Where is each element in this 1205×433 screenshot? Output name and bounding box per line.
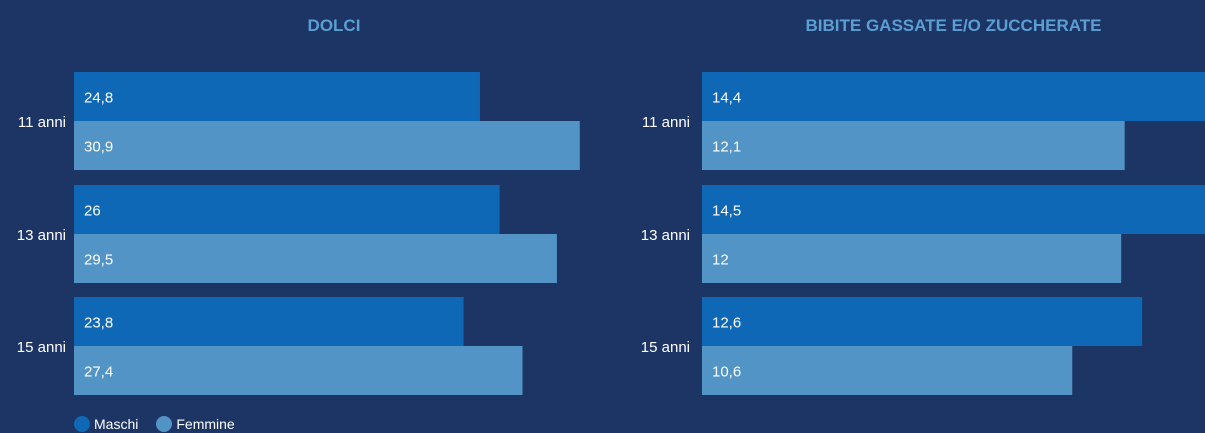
bar-maschi: [74, 297, 464, 346]
bar-maschi: [702, 297, 1143, 346]
bar-femmine: [702, 121, 1125, 170]
data-label: 10,6: [712, 364, 741, 381]
data-label: 12,1: [712, 139, 741, 156]
data-label: 12,6: [712, 315, 741, 332]
category-label: 11 anni: [18, 114, 66, 131]
data-label: 12: [712, 252, 729, 269]
category-label: 15 anni: [17, 339, 66, 356]
bar-femmine: [74, 234, 557, 283]
chart-title-dolci: DOLCI: [307, 16, 361, 35]
legend-swatch-maschi: [74, 416, 90, 432]
legend-label-femmine: Femmine: [176, 416, 235, 432]
category-label: 15 anni: [641, 339, 690, 356]
chart-title-bibite: BIBITE GASSATE E/O ZUCCHERATE: [805, 16, 1102, 35]
bar-femmine: [702, 346, 1073, 395]
category-label: 13 anni: [17, 227, 66, 244]
data-label: 27,4: [84, 364, 113, 381]
category-label: 13 anni: [641, 227, 690, 244]
bar-femmine: [74, 346, 523, 395]
data-label: 26: [84, 203, 101, 220]
data-label: 30,9: [84, 139, 113, 156]
bar-femmine: [74, 121, 580, 170]
data-label: 14,4: [712, 90, 741, 107]
legend-item-maschi: Maschi: [74, 416, 138, 432]
data-label: 29,5: [84, 252, 113, 269]
legend-label-maschi: Maschi: [94, 416, 139, 432]
bar-maschi: [74, 185, 500, 234]
bar-maschi: [74, 72, 480, 121]
category-label: 11 anni: [642, 114, 690, 131]
data-label: 24,8: [84, 90, 113, 107]
data-label: 23,8: [84, 315, 113, 332]
bar-femmine: [702, 234, 1122, 283]
bar-maschi: [702, 72, 1205, 121]
bar-maschi: [702, 185, 1205, 234]
legend-item-femmine: Femmine: [156, 416, 235, 432]
legend: Maschi Femmine: [74, 416, 253, 432]
legend-swatch-femmine: [156, 416, 173, 432]
data-label: 14,5: [712, 203, 741, 220]
